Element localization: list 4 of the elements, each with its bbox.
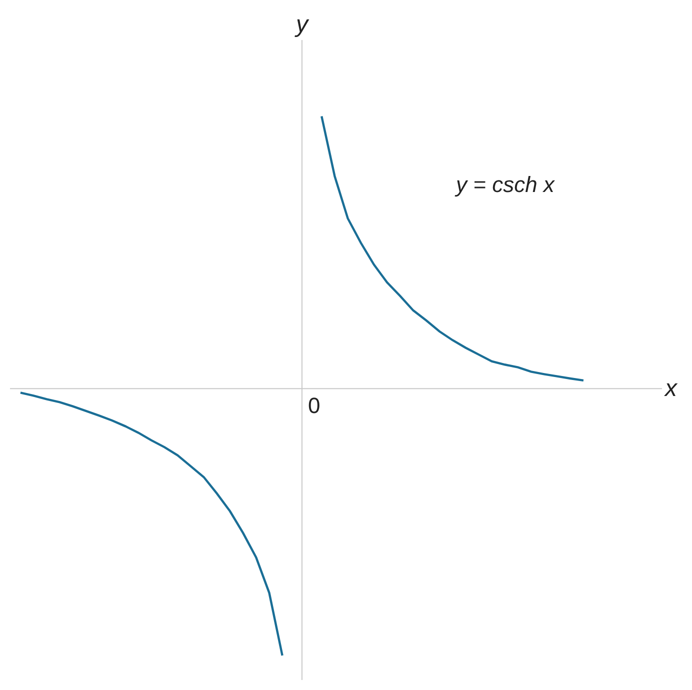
x-axis-title: x xyxy=(664,375,678,402)
annotation: y = csch x xyxy=(454,172,556,197)
y-axis-title: y xyxy=(294,11,310,38)
annotation: 0 xyxy=(308,393,320,418)
